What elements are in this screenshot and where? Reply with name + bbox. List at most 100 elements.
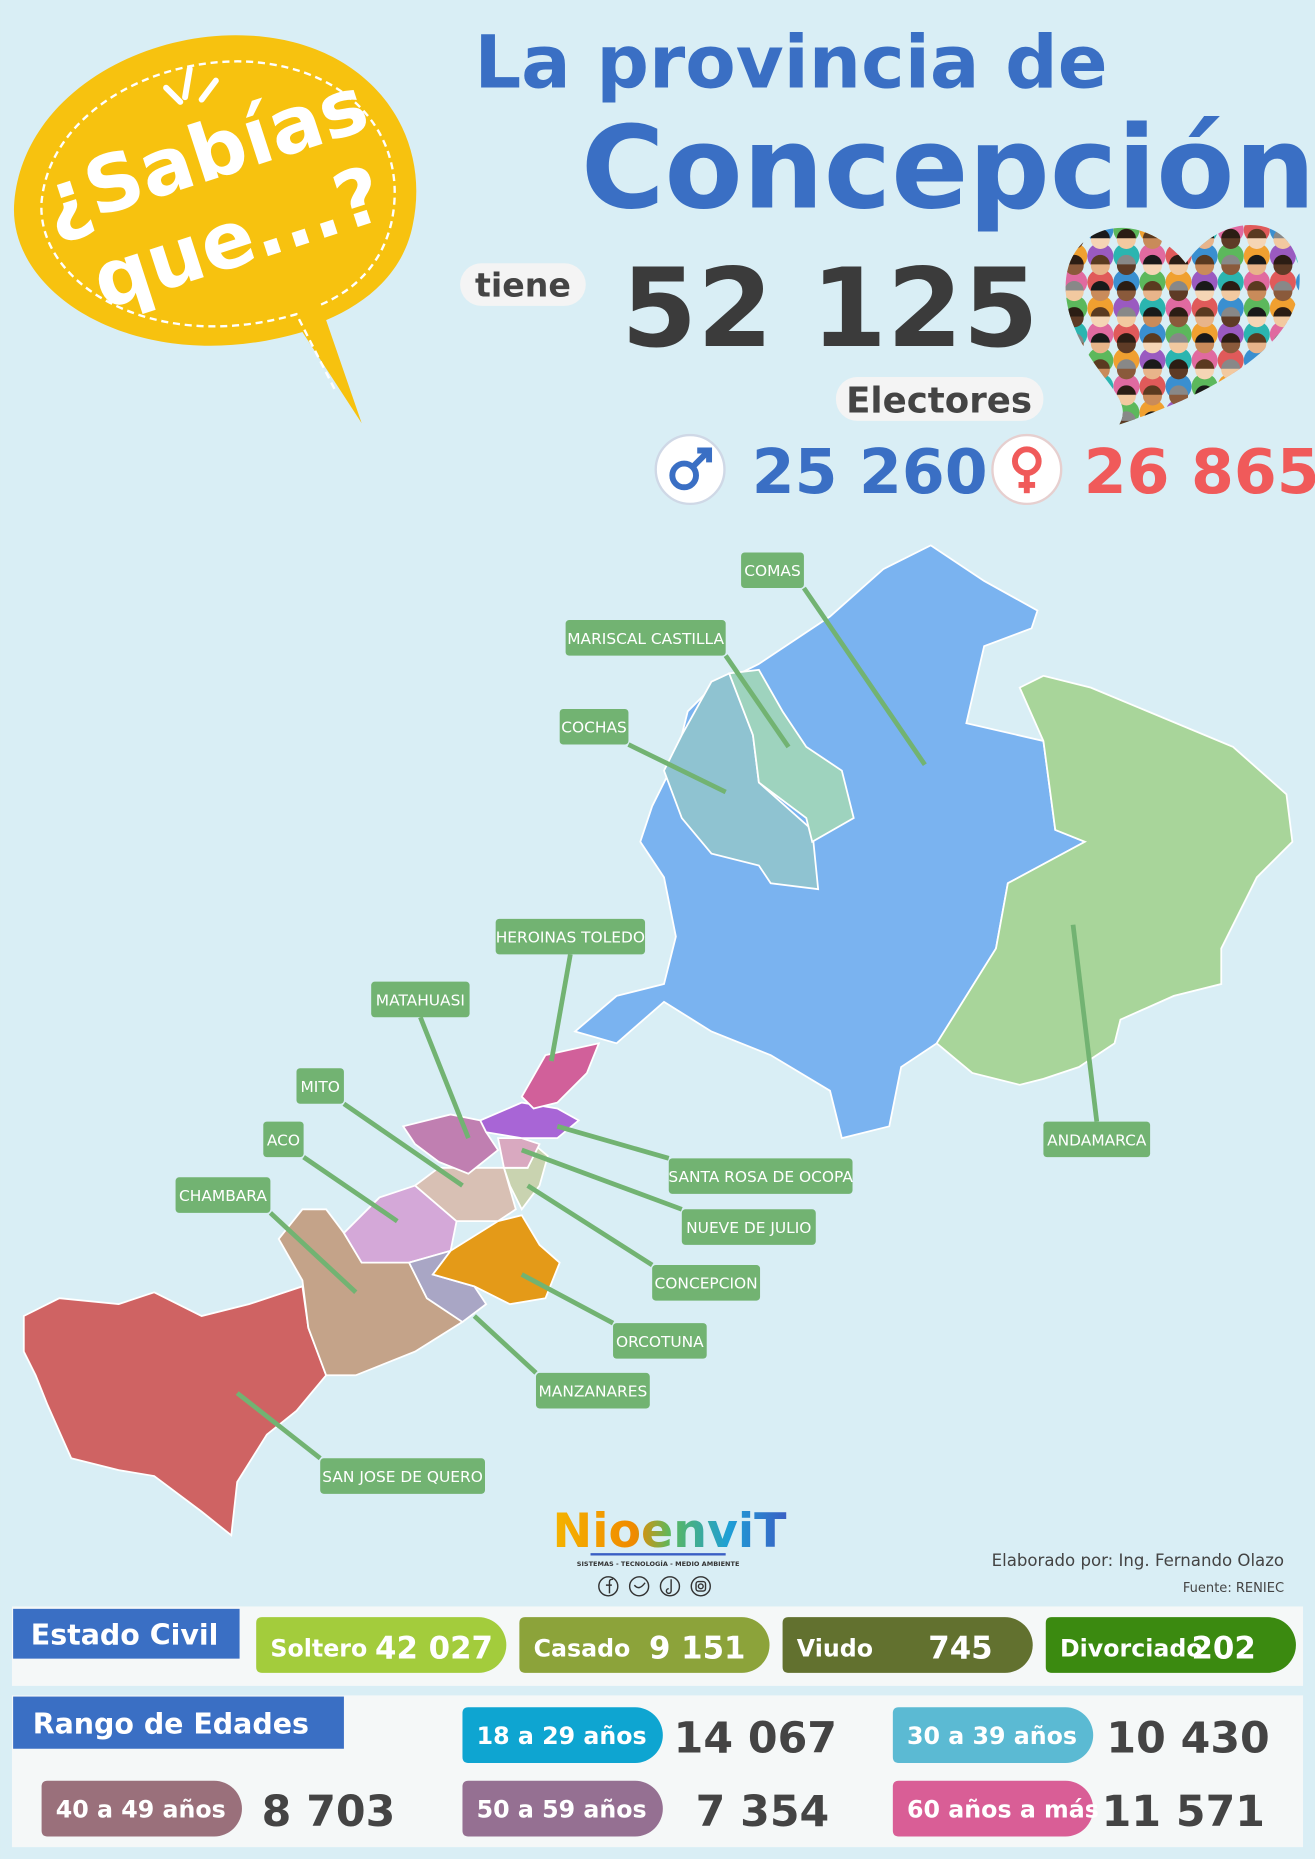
crowd-hair (1090, 280, 1110, 291)
age-label: 60 años a más (907, 1796, 1099, 1824)
district-label: ORCOTUNA (616, 1333, 704, 1351)
label-box (263, 1121, 304, 1158)
district-label: ACO (267, 1131, 300, 1149)
civil-value: 9 151 (649, 1631, 746, 1667)
district (431, 1214, 561, 1306)
section-title: Estado Civil (31, 1618, 219, 1651)
rango-edades-list: 18 a 29 años 14 067 30 a 39 años 10 430 40 a… (41, 1707, 1270, 1837)
female-icon (991, 433, 1063, 506)
district-label: ANDAMARCA (1047, 1131, 1147, 1149)
label-box (535, 1372, 650, 1409)
label-box (559, 708, 629, 745)
crowd-hair (1169, 280, 1189, 291)
age-value: 7 354 (696, 1787, 830, 1837)
leader-line (520, 1147, 683, 1212)
age-label: 30 a 39 años (907, 1722, 1077, 1750)
district-label: MANZANARES (539, 1383, 648, 1401)
district (727, 668, 855, 844)
civil-value: 202 (1191, 1631, 1255, 1667)
label-box (371, 981, 470, 1018)
crowd-hair (1169, 307, 1189, 317)
speech-bubble: ¿Sabías que...? (13, 35, 417, 424)
crowd-hair (1195, 333, 1215, 343)
map-labels: COMAS ANDAMARCA COCHAS MARISCAL CASTILLA SAN… (175, 552, 1151, 1494)
label-box (175, 1177, 271, 1213)
total-electores: 52 125 (621, 245, 1038, 372)
crowd-hair (1116, 254, 1136, 265)
label-box (495, 918, 646, 955)
social-icons (598, 1576, 711, 1597)
civil-pill (256, 1617, 507, 1673)
leader-line (723, 654, 791, 749)
crowd-hair (1195, 307, 1215, 317)
district-label: HEROINAS TOLEDO (496, 929, 645, 947)
age-pill (462, 1780, 663, 1837)
leader-line (418, 1016, 471, 1140)
crowd-hair (1221, 254, 1241, 265)
crowd-hair (1247, 254, 1267, 265)
age-value: 10 430 (1106, 1713, 1269, 1763)
age-pill (41, 1780, 242, 1837)
district-label: COMAS (744, 562, 801, 580)
civil-value: 42 027 (375, 1631, 493, 1667)
district-label: SAN JOSE DE QUERO (322, 1468, 483, 1486)
brand-logo: NioenviT (553, 1504, 788, 1559)
label-box (681, 1209, 816, 1245)
district (573, 544, 1088, 1140)
age-pill (892, 1780, 1094, 1837)
map (22, 544, 1294, 1538)
civil-label: Viudo (797, 1634, 873, 1662)
crowd-hair (1195, 280, 1215, 291)
district (935, 674, 1294, 1086)
civil-label: Divorciado (1060, 1634, 1203, 1662)
title: La provincia de (474, 21, 1107, 106)
crowd-hair (1247, 307, 1267, 317)
age-value: 14 067 (674, 1713, 837, 1763)
leader-line (1070, 924, 1100, 1122)
district (520, 1042, 601, 1110)
crowd-hair (1195, 254, 1215, 265)
crowd-hair (1116, 228, 1136, 239)
leader-line (268, 1211, 358, 1295)
age-label: 18 a 29 años (477, 1722, 647, 1750)
leader-line (526, 1183, 654, 1268)
crowd-hair (1195, 359, 1215, 369)
crowd-hair (1142, 385, 1162, 395)
district-label: MARISCAL CASTILLA (567, 630, 724, 648)
leader-line (302, 1155, 399, 1224)
label-box (296, 1068, 344, 1104)
leader-line (235, 1391, 322, 1461)
hombres: 25 260 (752, 436, 988, 508)
estado-civil-list: Soltero 42 027 Casado 9 151 Viudo 745 Divorcia… (256, 1617, 1296, 1673)
label-box (668, 1158, 853, 1194)
label-box (565, 620, 726, 656)
age-label: 50 a 59 años (477, 1796, 647, 1824)
crowd-hair (1090, 333, 1110, 343)
crowd-hair (1116, 385, 1136, 395)
source: Fuente: RENIEC (1183, 1581, 1284, 1596)
civil-pill (519, 1617, 770, 1673)
brand-tagline: SISTEMAS - TECNOLOGÍA - MEDIO AMBIENTE (577, 1559, 740, 1568)
leader-line (520, 1272, 615, 1326)
section-title-box (13, 1696, 344, 1749)
district (22, 1285, 328, 1538)
district-label: CHAMBARA (179, 1187, 267, 1205)
crowd-hair (1221, 333, 1241, 343)
tiene-label: tiene (475, 265, 571, 304)
pill (835, 377, 1044, 421)
leader-line (549, 953, 573, 1062)
leader-line (627, 742, 727, 795)
crowd-hair (1221, 280, 1241, 291)
age-value: 8 703 (262, 1787, 396, 1837)
crowd-hair (1090, 254, 1110, 265)
leader-line (556, 1124, 670, 1161)
age-value: 11 571 (1102, 1787, 1265, 1837)
male-icon (654, 433, 726, 506)
leader-line (472, 1314, 538, 1375)
pill (460, 263, 586, 306)
crowd-hair (1142, 359, 1162, 369)
crowd-hair (1169, 385, 1189, 395)
crowd-hair (1065, 280, 1084, 291)
